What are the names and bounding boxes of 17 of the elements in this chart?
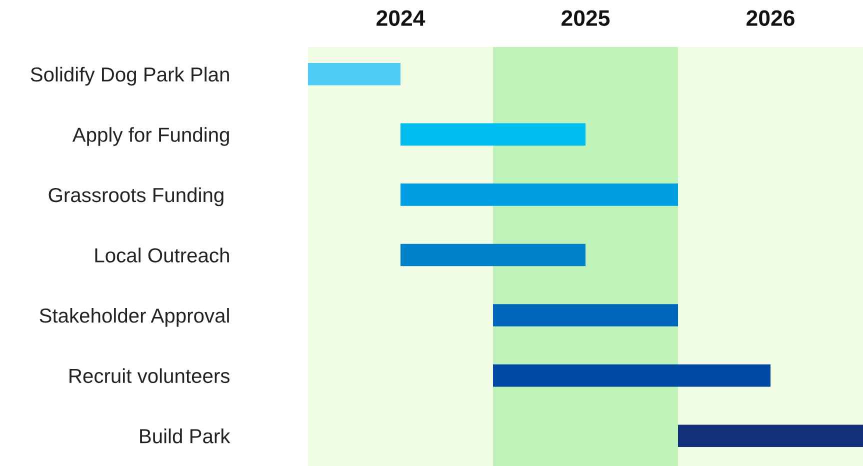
bar [400, 244, 586, 266]
x-tick-label: 2025 [562, 10, 610, 26]
y-tick-label: Solidify Dog Park Plan [30, 66, 229, 86]
y-tick-label: Local Outreach [95, 248, 229, 262]
y-tick-label: Build Park [140, 428, 230, 444]
bar [493, 364, 770, 387]
bar [400, 184, 678, 206]
bar [493, 304, 678, 326]
y-tick-label: Grassroots Funding [48, 187, 224, 206]
bar [678, 424, 863, 448]
y-tick-label: Apply for Funding [72, 127, 229, 146]
y-tick-label: Stakeholder Approval [40, 308, 229, 327]
y-tick-label: Recruit volunteers [70, 368, 230, 384]
x-tick-label: 2024 [376, 10, 426, 26]
bar [308, 62, 400, 86]
x-tick-label: 2026 [746, 10, 794, 26]
bar [400, 123, 586, 146]
